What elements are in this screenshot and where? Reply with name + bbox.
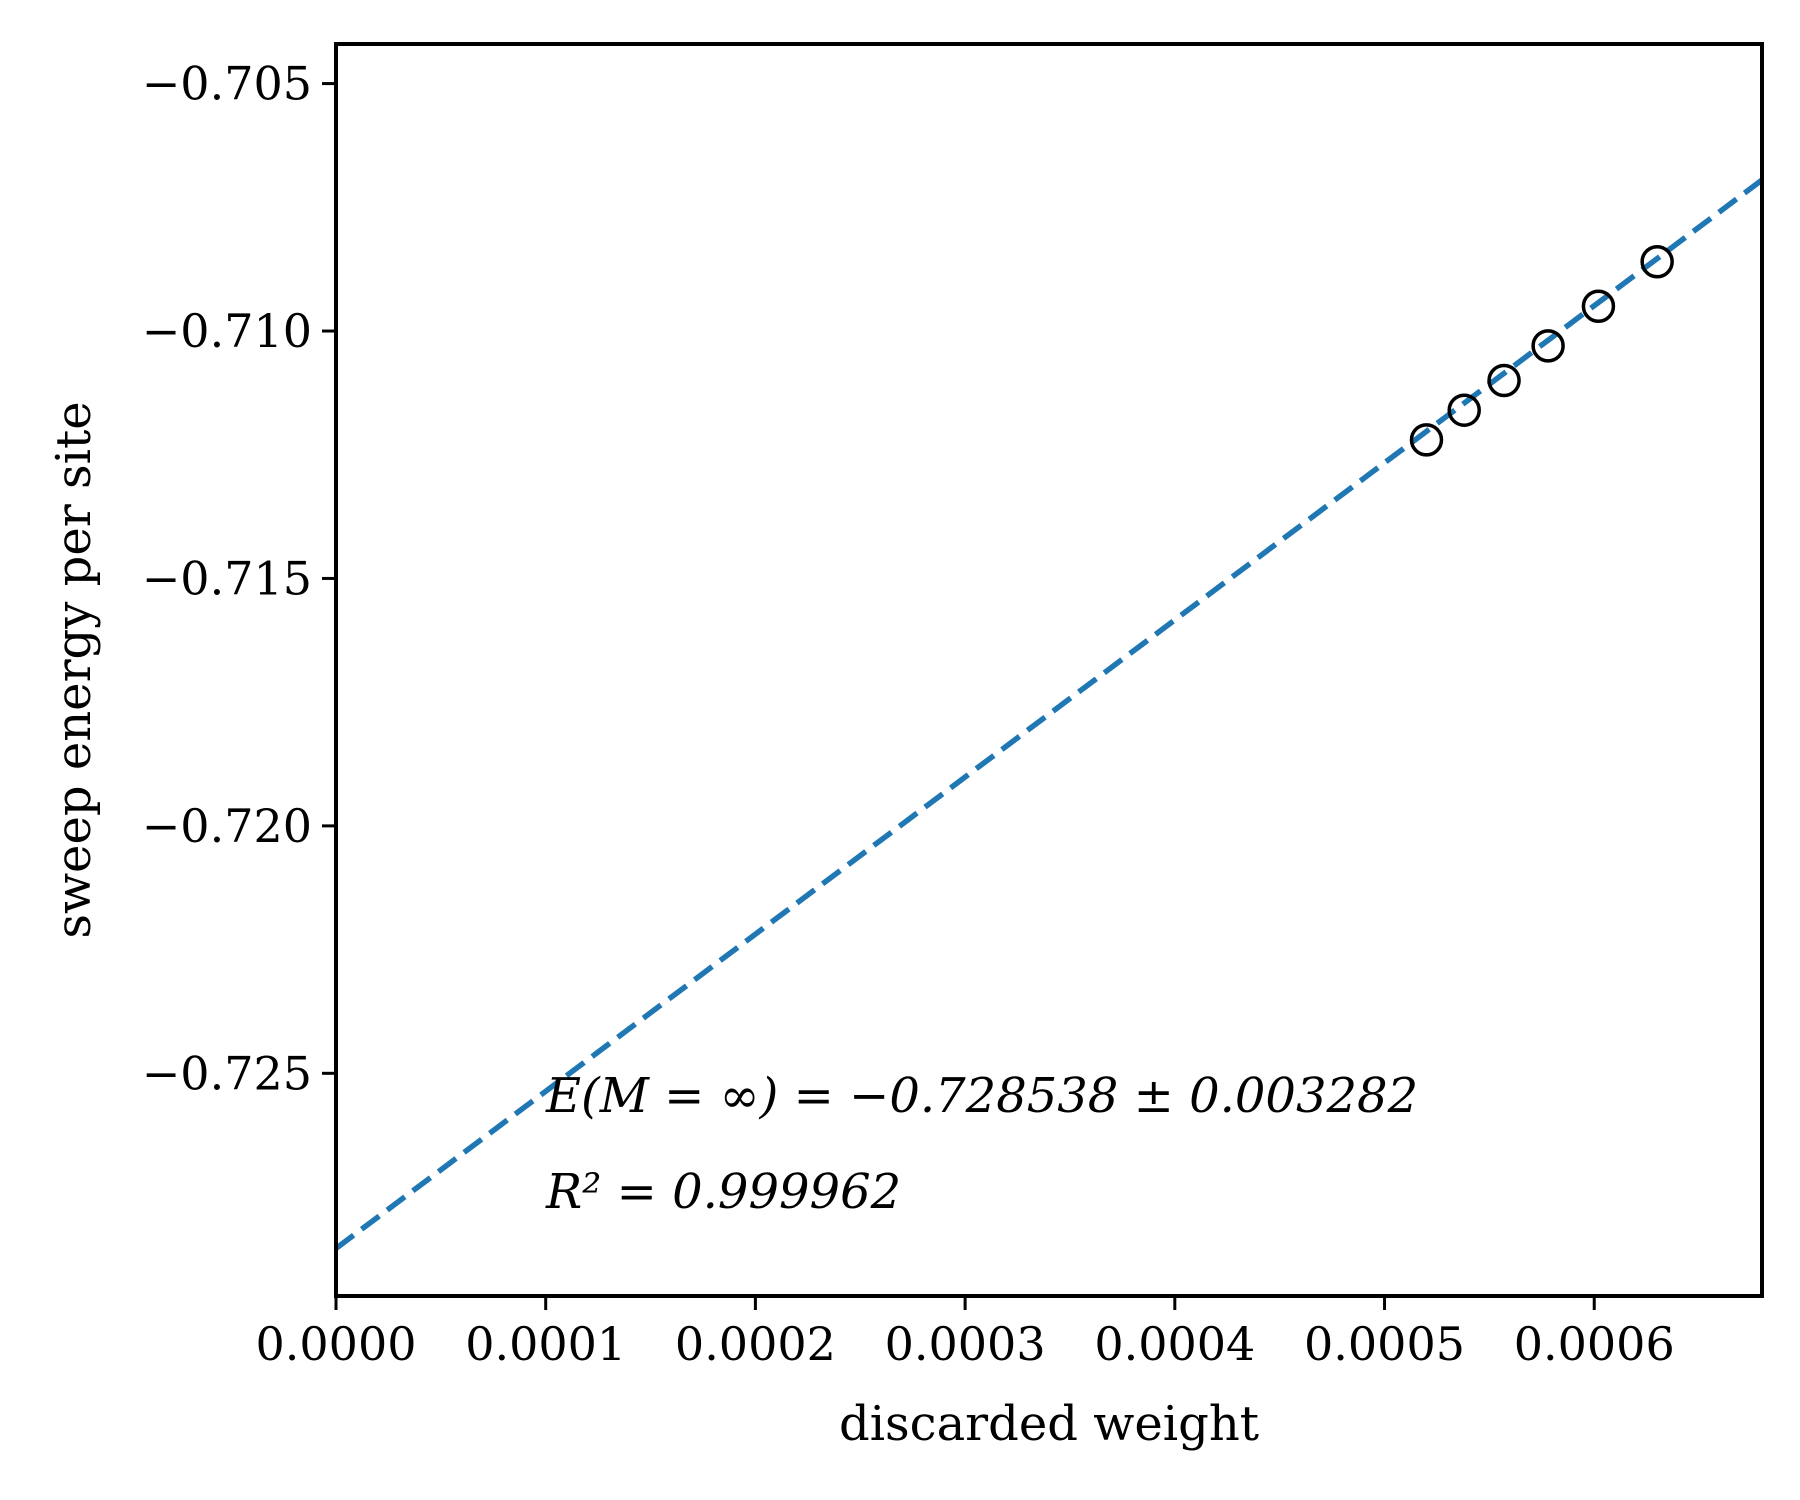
x-tick-label: 0.0002 <box>675 1317 836 1371</box>
data-point <box>1640 244 1674 279</box>
fit-energy-annotation: E(M = ∞) = −0.728538 ± 0.003282 <box>545 1068 1418 1124</box>
data-point <box>1447 393 1481 427</box>
plot-area <box>334 42 1764 1298</box>
data-point <box>1487 363 1521 398</box>
data-point <box>1409 423 1444 457</box>
x-axis: 0.0000 0.0001 0.0002 0.0003 0.0004 0.0005 0.00… <box>256 1296 1675 1371</box>
x-tick-label: 0.0003 <box>885 1317 1046 1371</box>
axes-frame <box>334 42 1764 1298</box>
x-tick-label: 0.0006 <box>1514 1317 1675 1371</box>
y-tick-label: −0.725 <box>142 1046 312 1100</box>
y-tick-label: −0.705 <box>142 57 312 111</box>
x-tick-label: 0.0005 <box>1304 1317 1465 1371</box>
y-axis: −0.705 −0.710 −0.715 −0.720 −0.725 <box>142 57 336 1100</box>
data-point <box>1581 289 1616 324</box>
x-tick-label: 0.0001 <box>465 1317 626 1371</box>
y-tick-label: −0.710 <box>142 304 312 358</box>
x-tick-label: 0.0000 <box>256 1317 417 1371</box>
r-squared-annotation: R² = 0.999962 <box>545 1164 901 1220</box>
y-tick-label: −0.715 <box>142 551 312 605</box>
x-axis-label: discarded weight <box>839 1396 1259 1452</box>
fit-line <box>336 177 1762 1251</box>
y-tick-label: −0.720 <box>142 799 312 853</box>
x-tick-label: 0.0004 <box>1094 1317 1255 1371</box>
data-points <box>1409 244 1674 457</box>
data-point <box>1531 329 1565 363</box>
y-axis-label: sweep energy per site <box>46 401 102 938</box>
